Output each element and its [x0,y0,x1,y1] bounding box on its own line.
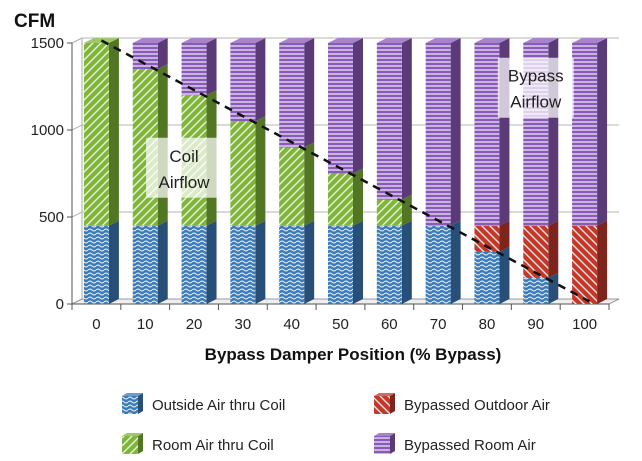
bar-segment [132,220,168,304]
bar-segment [425,220,461,304]
x-tick-label: 20 [186,316,203,333]
bar-segment [376,38,412,200]
bar-segment [328,220,363,304]
bar-segment [181,38,217,96]
bar-segment [132,38,168,70]
annotations: Coil Airflow Bypass Airflow [146,57,574,198]
y-tick-label: 0 [56,296,64,313]
svg-text:Bypass: Bypass [508,67,564,86]
y-tick-label: 1000 [31,122,64,139]
svg-text:Room Air thru Coil: Room Air thru Coil [152,437,274,454]
y-axis-title: CFM [14,11,55,32]
x-tick-label: 0 [92,316,100,333]
legend-item: Bypassed Outdoor Air [374,393,550,414]
y-tick-label: 1500 [31,35,64,52]
legend-item: Bypassed Room Air [374,433,536,454]
y-tick-label: 500 [39,209,64,226]
x-tick-label: 30 [235,316,252,333]
x-tick-label: 60 [381,316,398,333]
bar-segment [230,116,266,226]
bar-segment [425,38,461,226]
x-tick-label: 100 [572,316,597,333]
bar-segment [474,246,510,304]
x-tick-label: 40 [283,316,300,333]
bar-segment [83,220,119,304]
bar-segment [230,38,266,122]
bar-segment [523,220,559,278]
legend-item: Room Air thru Coil [122,433,274,454]
bar-segment [230,220,266,304]
bar-segment [572,38,608,226]
bar-segment [279,38,315,148]
annotation-label: Coil Airflow [146,137,223,198]
bar-segment [181,220,217,304]
svg-text:Airflow: Airflow [510,93,562,112]
svg-text:Coil: Coil [169,147,198,166]
x-tick-label: 50 [332,316,349,333]
axes: 0 500 1000 1500 0 10 20 30 40 50 60 70 80 90 100 [31,35,610,333]
svg-text:Bypassed Outdoor Air: Bypassed Outdoor Air [404,397,550,414]
svg-text:Outside Air thru Coil: Outside Air thru Coil [152,397,285,414]
x-tick-label: 70 [430,316,447,333]
svg-text:Airflow: Airflow [159,173,211,192]
x-axis-title: Bypass Damper Position (% Bypass) [205,345,502,364]
bar-segment [572,220,608,304]
x-tick-label: 90 [527,316,544,333]
bar-segment [279,142,315,226]
bar-segment [376,220,412,304]
x-tick-label: 80 [479,316,496,333]
bar-segment [328,38,363,174]
bar-segment [279,220,315,304]
annotation-label: Bypass Airflow [497,57,574,118]
svg-text:Bypassed Room Air: Bypassed Room Air [404,437,536,454]
legend: Outside Air thru Coil Bypassed Outdoor Ai… [122,393,550,454]
bar-segment [328,168,363,226]
x-tick-label: 10 [137,316,154,333]
bar-segment [83,38,119,226]
legend-item: Outside Air thru Coil [122,393,285,414]
